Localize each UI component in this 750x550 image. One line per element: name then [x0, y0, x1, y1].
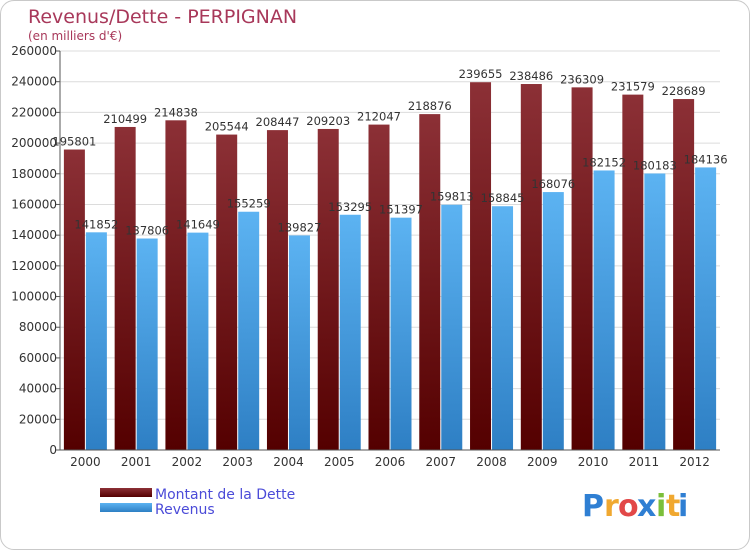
logo-letter: r [604, 489, 619, 524]
value-labels: 195801 141852 210499 137806 214838 141649 2055… [52, 67, 727, 237]
legend-label-revenus: Revenus [155, 502, 215, 518]
logo-letter: i [678, 489, 688, 524]
x-tick-label: 2001 [121, 455, 152, 469]
legend: Montant de la Dette Revenus [100, 487, 295, 518]
bar-revenus [695, 167, 717, 450]
bars-group [63, 82, 717, 451]
x-axis-ticks: 2000 2001 2002 2003 2004 2005 2006 2007 2008 2009… [70, 455, 710, 469]
x-tick-label: 2007 [425, 455, 456, 469]
bar-revenus [136, 238, 158, 450]
bar-dette [470, 82, 492, 451]
chart-title: Revenus/Dette - PERPIGNAN [28, 6, 297, 28]
legend-swatch-revenus [100, 503, 152, 512]
value-label: 180183 [633, 158, 677, 172]
value-label: 168076 [531, 177, 575, 191]
value-label: 209203 [306, 114, 350, 128]
logo-letter: P [582, 489, 604, 524]
value-label: 141649 [176, 218, 220, 232]
value-label: 214838 [154, 105, 198, 119]
y-axis-ticks: 0 20000 40000 60000 80000 100000 120000 140000 1… [11, 44, 60, 457]
value-label: 151397 [379, 203, 423, 217]
value-label: 218876 [408, 99, 452, 113]
value-label: 210499 [103, 112, 147, 126]
x-tick-label: 2005 [324, 455, 355, 469]
value-label: 139827 [278, 220, 322, 234]
bar-dette [622, 94, 644, 451]
x-tick-label: 2012 [679, 455, 710, 469]
bar-dette [571, 87, 593, 451]
y-tick-label: 200000 [11, 136, 57, 150]
y-tick-label: 80000 [19, 320, 57, 334]
bar-dette [114, 126, 136, 450]
bar-revenus [492, 206, 514, 450]
bar-revenus [441, 204, 463, 450]
x-tick-label: 2000 [70, 455, 101, 469]
y-tick-label: 140000 [11, 228, 57, 242]
value-label: 195801 [52, 135, 96, 149]
bar-dette [165, 120, 187, 450]
legend-swatch-debt [100, 488, 152, 497]
x-tick-label: 2011 [629, 455, 660, 469]
value-label: 228689 [662, 84, 706, 98]
x-tick-label: 2004 [273, 455, 304, 469]
x-tick-label: 2008 [476, 455, 507, 469]
bar-dette [520, 84, 542, 450]
legend-label-debt: Montant de la Dette [155, 487, 295, 503]
bar-dette [216, 134, 238, 450]
y-tick-label: 160000 [11, 197, 57, 211]
value-label: 184136 [684, 152, 728, 166]
y-tick-label: 120000 [11, 259, 57, 273]
value-label: 137806 [125, 224, 169, 238]
value-label: 182152 [582, 155, 626, 169]
bar-dette [317, 128, 339, 450]
value-label: 238486 [509, 69, 553, 83]
bar-revenus [238, 211, 260, 450]
y-tick-label: 260000 [11, 44, 57, 58]
logo-letter: x [637, 489, 656, 524]
x-tick-label: 2002 [172, 455, 203, 469]
y-tick-label: 100000 [11, 290, 57, 304]
logo-letter: i [656, 489, 666, 524]
bar-revenus [288, 235, 310, 450]
x-tick-label: 2003 [222, 455, 253, 469]
logo-letter: t [666, 489, 680, 524]
bar-dette [419, 114, 441, 450]
bar-dette [63, 149, 85, 451]
bar-revenus [390, 217, 412, 450]
value-label: 155259 [227, 197, 271, 211]
x-tick-label: 2010 [578, 455, 609, 469]
value-label: 236309 [560, 72, 604, 86]
bar-revenus [85, 232, 107, 450]
bar-revenus [644, 173, 666, 450]
value-label: 239655 [459, 67, 503, 81]
x-tick-label: 2009 [527, 455, 558, 469]
y-tick-label: 60000 [19, 351, 57, 365]
bar-revenus [593, 170, 615, 450]
bar-revenus [339, 214, 361, 450]
value-label: 158845 [481, 191, 525, 205]
bar-dette [266, 130, 288, 451]
bar-revenus [187, 232, 209, 450]
y-tick-label: 20000 [19, 412, 57, 426]
bar-dette [673, 99, 695, 450]
value-label: 205544 [205, 120, 249, 134]
value-label: 212047 [357, 110, 401, 124]
y-tick-label: 180000 [11, 167, 57, 181]
y-tick-label: 240000 [11, 75, 57, 89]
y-tick-label: 40000 [19, 382, 57, 396]
y-tick-label: 0 [49, 443, 57, 457]
bar-revenus [542, 192, 564, 450]
value-label: 141852 [74, 217, 118, 231]
value-label: 208447 [256, 115, 300, 129]
logo-letter: o [618, 489, 639, 524]
value-label: 231579 [611, 80, 655, 94]
chart-subtitle: (en milliers d'€) [28, 29, 122, 43]
x-tick-label: 2006 [375, 455, 406, 469]
bar-dette [368, 124, 390, 450]
value-label: 153295 [328, 200, 372, 214]
value-label: 159813 [430, 190, 474, 204]
y-tick-label: 220000 [11, 105, 57, 119]
